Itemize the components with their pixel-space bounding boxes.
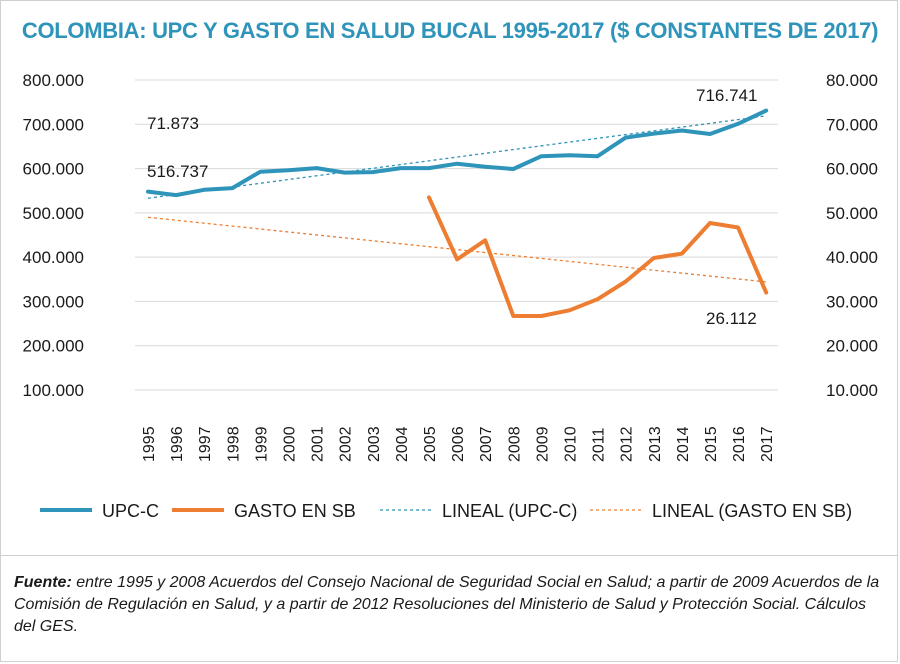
x-tick-label: 2000 — [282, 426, 299, 462]
y-left-tick-label: 800.000 — [23, 71, 84, 90]
legend-label: LINEAL (UPC-C) — [442, 501, 577, 521]
x-tick-label: 2001 — [310, 426, 327, 462]
legend-label: GASTO EN SB — [234, 501, 356, 521]
x-tick-label: 2006 — [450, 426, 467, 462]
y-right-tick-label: 50.000 — [826, 204, 878, 223]
x-tick-label: 2014 — [675, 426, 692, 462]
y-left-tick-label: 600.000 — [23, 160, 84, 179]
y-left-tick-label: 300.000 — [23, 292, 84, 311]
x-tick-label: 2005 — [422, 426, 439, 462]
x-tick-label: 2008 — [506, 426, 523, 462]
data-label: 516.737 — [147, 162, 208, 181]
x-tick-label: 2016 — [731, 426, 748, 462]
source-label: Fuente: — [14, 574, 72, 591]
trendline — [147, 115, 767, 199]
legend-label: UPC-C — [102, 501, 159, 521]
y-left-tick-label: 200.000 — [23, 337, 84, 356]
source-text: entre 1995 y 2008 Acuerdos del Consejo N… — [14, 574, 880, 635]
y-left-tick-label: 700.000 — [23, 115, 84, 134]
footer-divider — [0, 555, 898, 556]
x-tick-label: 2017 — [759, 426, 776, 462]
data-label: 716.741 — [696, 86, 757, 105]
series-line — [146, 108, 769, 198]
source-note: Fuente: entre 1995 y 2008 Acuerdos del C… — [14, 572, 884, 638]
y-right-tick-label: 80.000 — [826, 71, 878, 90]
x-tick-label: 2002 — [338, 426, 355, 462]
x-tick-label: 1996 — [169, 426, 186, 462]
x-tick-label: 1997 — [197, 426, 214, 462]
y-left-tick-label: 400.000 — [23, 248, 84, 267]
y-right-tick-label: 60.000 — [826, 160, 878, 179]
x-tick-label: 1995 — [141, 426, 158, 462]
x-tick-label: 2007 — [478, 426, 495, 462]
x-tick-label: 2010 — [563, 426, 580, 462]
y-right-tick-label: 30.000 — [826, 292, 878, 311]
x-tick-label: 2009 — [534, 426, 551, 462]
trendline — [147, 216, 767, 283]
series-line — [427, 195, 769, 318]
y-right-tick-label: 40.000 — [826, 248, 878, 267]
x-tick-label: 2012 — [619, 426, 636, 462]
x-tick-label: 2004 — [394, 426, 411, 462]
data-label: 26.112 — [706, 309, 757, 328]
chart-title: COLOMBIA: UPC Y GASTO EN SALUD BUCAL 199… — [21, 18, 879, 43]
x-tick-label: 1999 — [253, 426, 270, 462]
y-right-tick-label: 20.000 — [826, 337, 878, 356]
legend-label: LINEAL (GASTO EN SB) — [652, 501, 852, 521]
x-tick-label: 2015 — [703, 426, 720, 462]
x-tick-label: 1998 — [225, 426, 242, 462]
y-left-tick-label: 100.000 — [23, 381, 84, 400]
x-tick-label: 2011 — [591, 427, 608, 462]
x-tick-label: 2013 — [647, 426, 664, 462]
y-left-tick-label: 500.000 — [23, 204, 84, 223]
line-chart: 100.000 200.000 300.000 400.000 500.000 600.0… — [23, 71, 878, 521]
x-tick-label: 2003 — [366, 426, 383, 462]
y-right-tick-label: 10.000 — [826, 381, 878, 400]
y-right-tick-label: 70.000 — [826, 115, 878, 134]
data-label: 71.873 — [147, 114, 199, 133]
